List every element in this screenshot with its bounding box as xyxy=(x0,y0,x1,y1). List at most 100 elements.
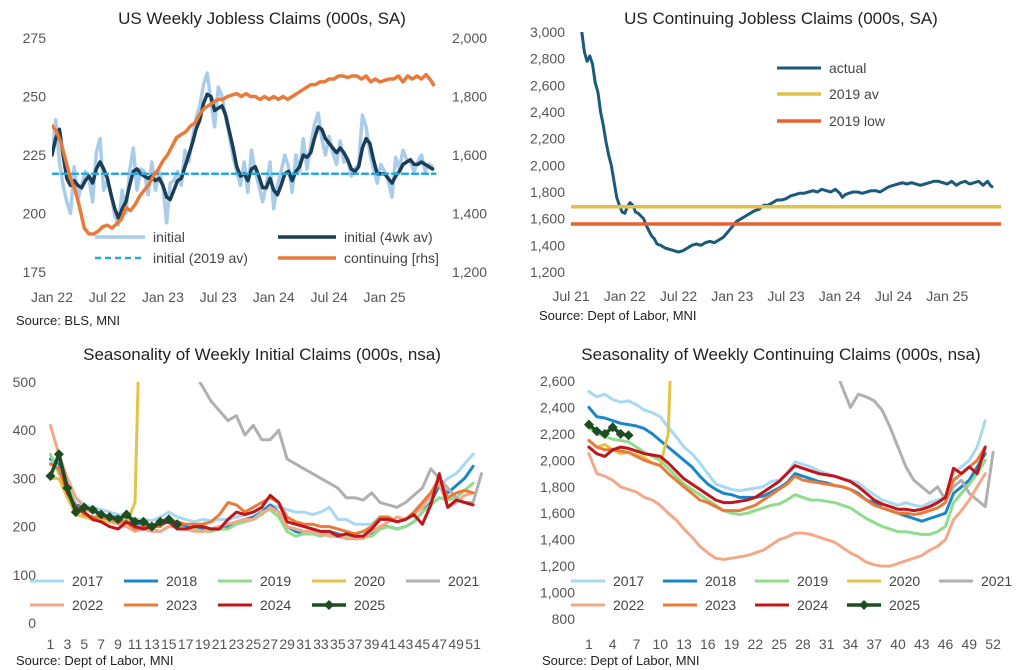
series-point-2025 xyxy=(96,509,107,520)
x-tick-label: Jan 22 xyxy=(604,288,646,304)
chart-seasonality-initial-claims: Seasonality of Weekly Initial Claims (00… xyxy=(13,345,483,668)
x-tick-label: 49 xyxy=(962,636,978,652)
series-point-2025 xyxy=(163,514,174,525)
legend-marker-2025 xyxy=(324,600,334,610)
series-point-2025 xyxy=(623,430,634,441)
x-tick-label: 34 xyxy=(843,636,859,652)
legend-label-2019: 2019 xyxy=(260,573,291,589)
x-tick-label: 46 xyxy=(938,636,954,652)
x-tick-label: 11 xyxy=(128,636,143,652)
y-tick-label: 1,400 xyxy=(530,237,565,253)
y-tick-label: 250 xyxy=(23,89,47,105)
y-tick-label: 2,000 xyxy=(540,452,575,468)
y-tick-label: 500 xyxy=(13,374,37,390)
x-tick-label: 22 xyxy=(748,636,764,652)
x-tick-label: Jan 22 xyxy=(31,289,73,305)
series-line-2021 xyxy=(838,381,995,509)
legend-label-2022: 2022 xyxy=(72,597,103,613)
x-tick-label: 7 xyxy=(633,636,641,652)
chart-title: Seasonality of Weekly Initial Claims (00… xyxy=(83,345,441,364)
chart-title: Seasonality of Weekly Continuing Claims … xyxy=(581,345,980,364)
y-tick-label: 2,000 xyxy=(530,157,565,173)
x-tick-label: 37 xyxy=(866,636,882,652)
x-tick-label: 31 xyxy=(296,636,312,652)
x-tick-label: Jan 25 xyxy=(926,288,968,304)
x-tick-label: 49 xyxy=(448,636,464,652)
chart-continuing-jobless-claims: US Continuing Jobless Claims (000s, SA) 1… xyxy=(530,9,1001,323)
series-point-2025 xyxy=(45,470,56,481)
y-tick-label: 225 xyxy=(23,147,47,163)
x-tick-label: 19 xyxy=(724,636,740,652)
series-point-2025 xyxy=(172,519,183,530)
series-line-2024 xyxy=(49,452,475,538)
y-tick-label: 1,000 xyxy=(540,585,575,601)
x-tick-label: Jan 23 xyxy=(711,288,753,304)
x-tick-label: 41 xyxy=(381,636,397,652)
legend-label-initial-2019-av: initial (2019 av) xyxy=(153,250,248,266)
x-tick-label: 21 xyxy=(212,636,228,652)
legend-label-2022: 2022 xyxy=(613,597,644,613)
x-tick-label: 9 xyxy=(114,636,122,652)
chart-title: US Continuing Jobless Claims (000s, SA) xyxy=(624,9,938,28)
x-tick-label: 31 xyxy=(819,636,835,652)
y2-tick-label: 1,800 xyxy=(452,89,487,105)
legend-label-2018: 2018 xyxy=(705,573,736,589)
x-tick-label: Jan 24 xyxy=(819,288,861,304)
legend-label-2024: 2024 xyxy=(797,597,828,613)
series-line-initial-4wk-av xyxy=(52,92,435,220)
x-tick-label: 25 xyxy=(246,636,262,652)
x-tick-label: 33 xyxy=(313,636,329,652)
legend-label-2020: 2020 xyxy=(354,573,385,589)
legend-label-initial: initial xyxy=(153,229,185,245)
series-point-2025 xyxy=(583,419,594,430)
plot-area xyxy=(583,381,995,568)
legend-label-2025: 2025 xyxy=(354,597,385,613)
chart-seasonality-continuing-claims: Seasonality of Weekly Continuing Claims … xyxy=(540,345,1012,668)
x-tick-label: Jul 24 xyxy=(310,289,348,305)
x-tick-label: 3 xyxy=(63,636,71,652)
y-tick-label: 2,800 xyxy=(530,51,565,67)
plot-area xyxy=(45,382,483,541)
x-tick-label: 43 xyxy=(914,636,930,652)
series-point-2025 xyxy=(599,428,610,439)
x-tick-label: 13 xyxy=(676,636,692,652)
legend-label-initial-4wk-av: initial (4wk av) xyxy=(344,229,433,245)
series-line-2025 xyxy=(48,452,179,529)
series-point-2025 xyxy=(53,449,64,460)
series-line-2021 xyxy=(198,382,483,509)
legend-label-2017: 2017 xyxy=(72,573,103,589)
x-tick-label: Jul 22 xyxy=(89,289,127,305)
y-tick-label: 0 xyxy=(28,615,36,631)
series-point-2025 xyxy=(615,428,626,439)
x-tick-label: Jul 23 xyxy=(200,289,238,305)
x-tick-label: 51 xyxy=(465,636,481,652)
y-tick-label: 1,600 xyxy=(530,211,565,227)
x-tick-label: Jan 25 xyxy=(364,289,406,305)
chart-source: Source: Dept of Labor, MNI xyxy=(539,308,697,323)
series-point-2025 xyxy=(113,514,124,525)
legend-label-2018: 2018 xyxy=(166,573,197,589)
x-tick-label: 35 xyxy=(330,636,346,652)
plot-area xyxy=(571,32,1001,254)
legend-label-actual: actual xyxy=(829,60,866,76)
x-tick-label: 4 xyxy=(609,636,617,652)
y2-tick-label: 1,600 xyxy=(452,147,487,163)
y-tick-label: 175 xyxy=(23,264,47,280)
y-tick-label: 1,200 xyxy=(530,264,565,280)
y-tick-label: 2,600 xyxy=(540,373,575,389)
x-tick-label: 25 xyxy=(771,636,787,652)
series-line-2022 xyxy=(587,452,987,568)
y-tick-label: 200 xyxy=(23,206,47,222)
y-tick-label: 300 xyxy=(13,470,37,486)
y2-tick-label: 2,000 xyxy=(452,30,487,46)
series-line-2020 xyxy=(49,382,140,526)
y-tick-label: 3,000 xyxy=(530,24,565,40)
y2-tick-label: 1,400 xyxy=(452,206,487,222)
legend-label-2021: 2021 xyxy=(981,573,1012,589)
series-point-2025 xyxy=(155,516,166,527)
legend-label-2020: 2020 xyxy=(889,573,920,589)
chart-title: US Weekly Jobless Claims (000s, SA) xyxy=(118,9,406,28)
legend-label-2023: 2023 xyxy=(705,597,736,613)
y-tick-label: 1,600 xyxy=(540,505,575,521)
y-tick-label: 1,800 xyxy=(530,184,565,200)
